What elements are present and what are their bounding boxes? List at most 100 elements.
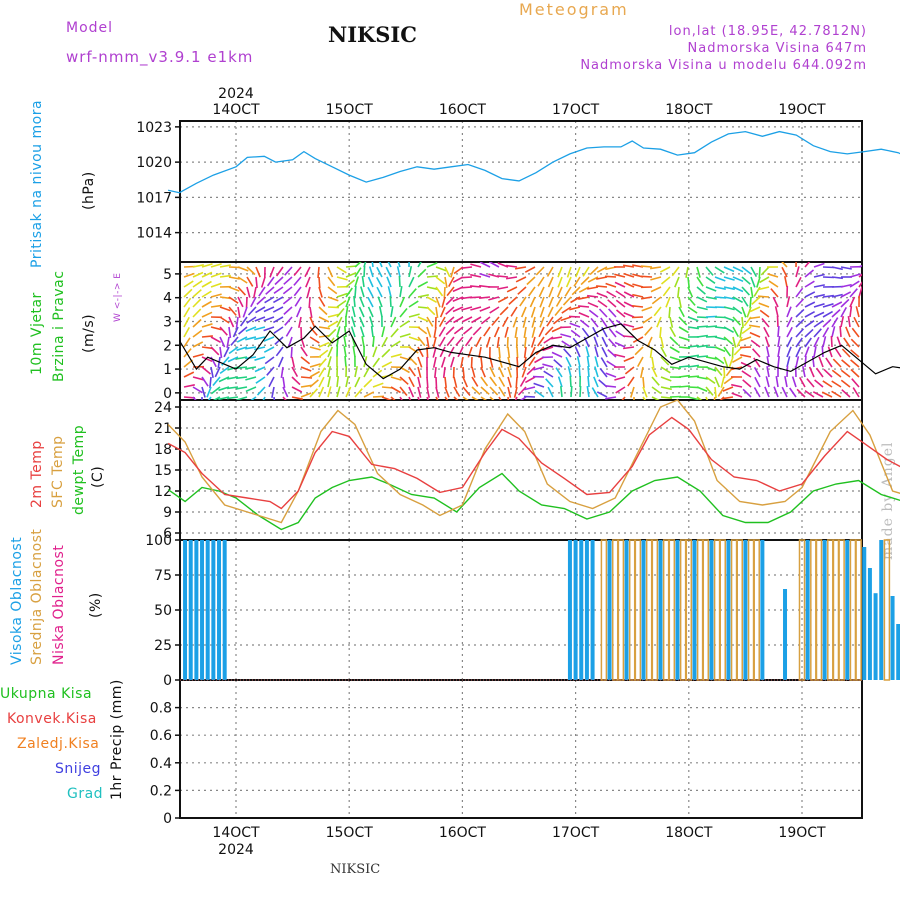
- wind-arrow: [741, 296, 749, 307]
- wind-arrow: [381, 361, 393, 368]
- wind-arrow: [569, 322, 581, 328]
- wind-arrow: [345, 386, 352, 398]
- wind-arrow: [569, 375, 572, 388]
- wind-arrow: [399, 320, 410, 328]
- wind-arrow: [376, 286, 383, 298]
- wind-arrow: [327, 328, 337, 338]
- wind-arrow: [732, 286, 744, 293]
- wind-arrow: [254, 366, 266, 373]
- wind-arrow: [417, 386, 422, 398]
- date-label-bottom: 18OCT: [665, 825, 713, 841]
- wind-arrow: [608, 308, 617, 318]
- wind-arrow: [668, 306, 671, 319]
- wind-arrow: [594, 346, 599, 358]
- wind-arrow: [264, 356, 275, 365]
- wind-arrow: [239, 316, 248, 327]
- wind-arrow: [565, 356, 572, 368]
- wind-arrow: [462, 376, 469, 388]
- wind-arrow: [238, 326, 248, 335]
- wind-arrow: [361, 275, 365, 288]
- wind-arrow: [531, 326, 536, 338]
- wind-arrow: [327, 306, 340, 309]
- y-tick-label: 0.6: [150, 728, 172, 744]
- wind-arrow: [300, 392, 312, 398]
- mid-cloud-bar: [730, 539, 738, 681]
- wind-arrow: [435, 386, 440, 398]
- wind-arrow: [678, 306, 685, 318]
- wind-arrow: [255, 276, 258, 288]
- wind-arrow: [840, 266, 852, 270]
- wind-arrow: [851, 378, 860, 388]
- wind-arrow: [372, 346, 378, 358]
- wind-arrow: [786, 356, 791, 368]
- wind-arrow: [291, 386, 303, 393]
- wind-arrow: [581, 327, 590, 338]
- wind-arrow: [529, 346, 536, 358]
- wind-arrow: [359, 296, 365, 308]
- wind-arrow: [732, 276, 744, 283]
- wind-arrow: [732, 326, 740, 337]
- wind-arrow: [381, 326, 386, 338]
- wind-arrow: [447, 346, 455, 357]
- wind-arrow: [855, 306, 860, 318]
- wind-arrow: [263, 326, 275, 332]
- wind-arrow: [417, 326, 428, 335]
- wind-arrow: [723, 296, 735, 300]
- wind-arrow: [678, 385, 691, 388]
- wind-arrow: [397, 262, 401, 268]
- wind-arrow: [640, 366, 644, 378]
- wind-arrow: [560, 316, 572, 322]
- wind-arrow: [818, 356, 824, 368]
- wind-arrow: [389, 295, 392, 308]
- wind-arrow: [242, 306, 248, 318]
- wind-arrow: [572, 337, 581, 348]
- wind-arrow: [533, 382, 545, 388]
- wind-arrow: [714, 386, 717, 398]
- wind-arrow: [748, 316, 761, 320]
- wind-arrow: [742, 379, 752, 388]
- wind-arrow: [841, 348, 851, 358]
- wind-arrow: [521, 366, 527, 378]
- wind-arrow: [587, 365, 590, 378]
- wind-arrow: [317, 266, 320, 279]
- wind-arrow: [660, 346, 668, 357]
- wind-arrow: [327, 386, 332, 398]
- wind-arrow: [309, 370, 320, 378]
- wind-arrow: [453, 396, 459, 400]
- wind-arrow: [622, 264, 635, 268]
- wind-arrow: [567, 366, 572, 378]
- wind-arrow: [469, 296, 482, 299]
- wind-arrow: [795, 308, 805, 318]
- wind-arrow: [318, 276, 321, 289]
- wind-arrow: [543, 370, 554, 378]
- wind-arrow: [714, 356, 725, 365]
- wind-arrow: [444, 396, 449, 400]
- wind-arrow: [714, 346, 726, 353]
- wind-arrow: [784, 276, 788, 288]
- wind-arrow: [600, 317, 608, 328]
- wind-arrow: [250, 396, 257, 400]
- wind-arrow: [372, 382, 384, 388]
- wind-arrow: [446, 286, 455, 297]
- wind-arrow: [426, 326, 432, 338]
- wind-arrow: [354, 388, 363, 398]
- wind-arrow: [408, 288, 417, 298]
- wind-arrow: [354, 276, 360, 288]
- wind-arrow: [822, 336, 827, 348]
- wind-arrow: [732, 296, 743, 304]
- wind-arrow: [723, 376, 734, 385]
- wind-arrow: [531, 316, 536, 328]
- wind-arrow: [336, 276, 348, 281]
- wind-arrow: [742, 388, 752, 398]
- wind-arrow: [453, 376, 458, 388]
- wind-arrow: [714, 326, 726, 329]
- y-tick-label: 1: [163, 362, 172, 378]
- wind-arrow: [399, 285, 403, 298]
- wind-arrow: [201, 280, 212, 288]
- wind-arrow: [784, 376, 788, 388]
- wind-arrow-field: [183, 262, 862, 400]
- wind-arrow: [720, 376, 725, 388]
- wind-arrow: [470, 285, 482, 288]
- wind-arrow: [461, 266, 473, 269]
- wind-arrow: [426, 316, 434, 327]
